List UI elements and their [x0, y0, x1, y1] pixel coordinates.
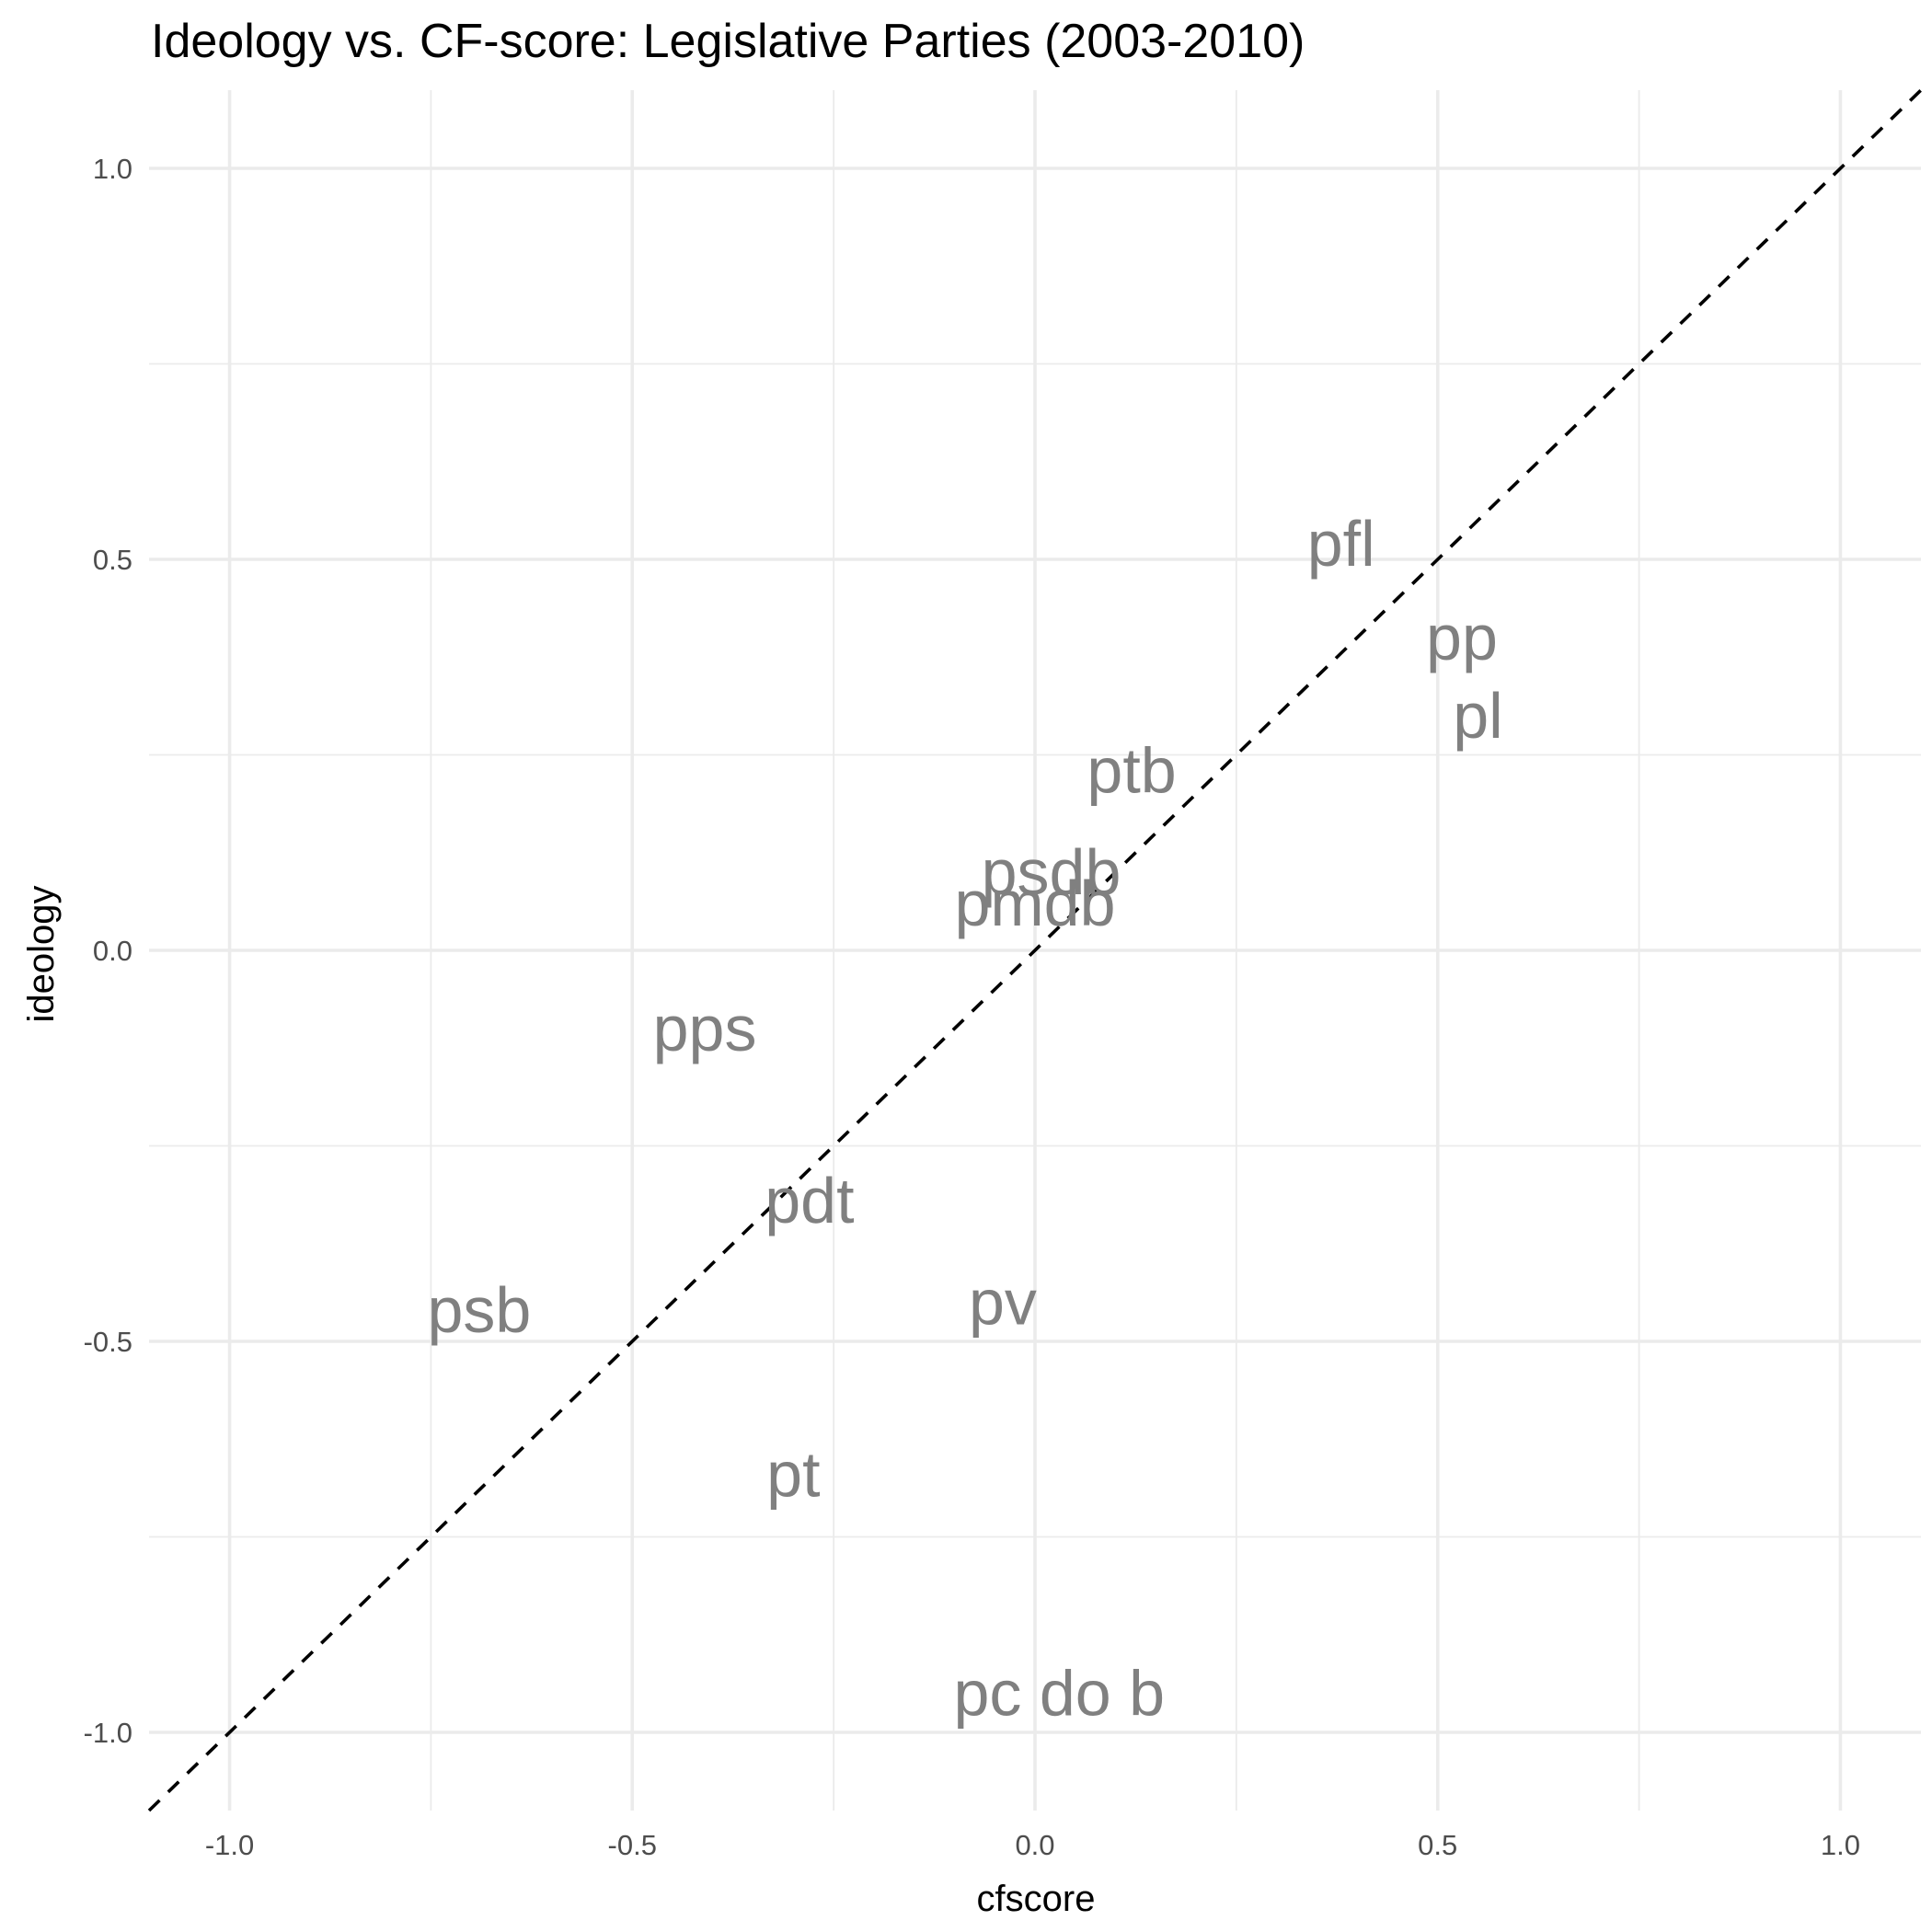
major-grid — [149, 90, 1921, 1811]
point-label-pdt: pdt — [765, 1165, 854, 1236]
x-tick-label: 0.0 — [1015, 1829, 1054, 1861]
y-tick-label: 0.5 — [93, 544, 132, 576]
x-tick-label: 0.5 — [1418, 1829, 1457, 1861]
x-axis-label: cfscore — [977, 1879, 1096, 1919]
point-label-pmdb: pmdb — [954, 868, 1115, 939]
x-tick-label: 1.0 — [1821, 1829, 1860, 1861]
y-axis-label: ideology — [21, 885, 62, 1022]
point-label-pl: pl — [1453, 680, 1502, 752]
point-label-pt: pt — [766, 1439, 820, 1511]
point-label-pfl: pfl — [1307, 508, 1375, 580]
y-tick-label: 0.0 — [93, 935, 132, 967]
y-tick-label: 1.0 — [93, 153, 132, 185]
y-tick-label: -0.5 — [84, 1326, 132, 1358]
point-label-pp: pp — [1426, 602, 1498, 673]
point-label-psb: psb — [427, 1274, 531, 1346]
identity-reference-line — [147, 88, 1923, 1812]
point-label-pps: pps — [653, 993, 757, 1064]
y-tick-label: -1.0 — [84, 1717, 132, 1749]
x-tick-label: -1.0 — [205, 1829, 254, 1861]
point-label-pv: pv — [969, 1267, 1037, 1339]
point-label-pc-do-b: pc do b — [953, 1658, 1165, 1730]
point-label-ptb: ptb — [1087, 735, 1176, 807]
x-axis-ticks: -1.0 -0.5 0.0 0.5 1.0 — [205, 1829, 1860, 1861]
x-tick-label: -0.5 — [608, 1829, 657, 1861]
chart-title: Ideology vs. CF-score: Legislative Parti… — [151, 15, 1305, 68]
point-label-psdb: psdb — [982, 836, 1121, 908]
y-axis-ticks: -1.0 -0.5 0.0 0.5 1.0 — [84, 153, 132, 1749]
